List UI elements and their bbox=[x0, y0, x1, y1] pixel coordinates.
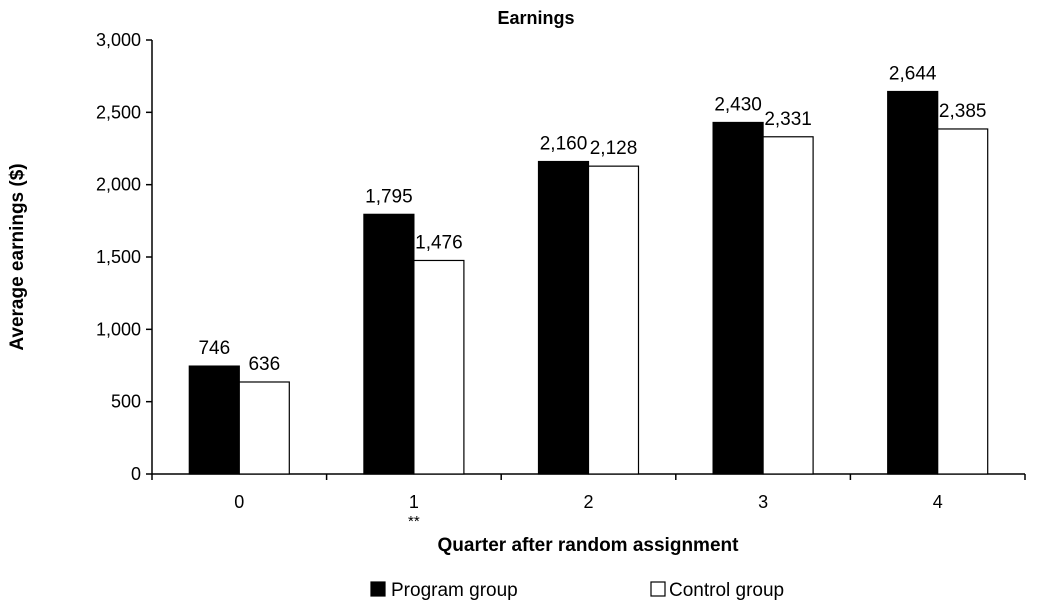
legend: Program group Control group bbox=[370, 580, 784, 601]
program-group-bar bbox=[363, 213, 415, 475]
x-tick-label: 1 bbox=[409, 492, 419, 512]
y-tick-label: 2,500 bbox=[96, 102, 141, 122]
x-axis-label: Quarter after random assignment bbox=[438, 535, 740, 556]
plot-area: 0 500 1,000 1,500 2,000 2,500 3,000 0 746 636 1 1,7… bbox=[96, 30, 1026, 530]
control-group-bar bbox=[937, 128, 989, 475]
program-group-value-label: 1,795 bbox=[365, 186, 413, 207]
significance-marker: ** bbox=[408, 513, 420, 530]
program-group-bar bbox=[537, 160, 590, 475]
control-group-bar bbox=[762, 136, 814, 475]
y-tick-label: 3,000 bbox=[96, 30, 141, 50]
control-group-bar bbox=[413, 259, 465, 475]
program-group-bar bbox=[712, 121, 764, 475]
x-tick-label: 0 bbox=[234, 492, 244, 512]
program-group-bar bbox=[188, 365, 240, 475]
x-tick-label: 3 bbox=[758, 492, 768, 512]
control-group-value-label: 2,385 bbox=[939, 101, 987, 122]
control-group-value-label: 2,128 bbox=[590, 138, 638, 159]
program-group-value-label: 746 bbox=[198, 338, 230, 359]
control-group-bar bbox=[587, 165, 640, 475]
legend-swatch-program bbox=[370, 581, 386, 597]
control-group-value-label: 2,331 bbox=[764, 109, 812, 130]
y-tick-label: 2,000 bbox=[96, 175, 141, 195]
program-group-value-label: 2,160 bbox=[540, 134, 588, 155]
control-group-value-label: 1,476 bbox=[415, 232, 463, 253]
control-group-value-label: 636 bbox=[248, 354, 280, 375]
y-axis-label: Average earnings ($) bbox=[7, 163, 28, 350]
program-group-value-label: 2,644 bbox=[889, 64, 937, 85]
x-tick-label: 4 bbox=[933, 492, 943, 512]
program-group-value-label: 2,430 bbox=[714, 94, 762, 115]
y-tick-label: 0 bbox=[131, 464, 141, 484]
control-group-bar bbox=[238, 381, 290, 475]
y-tick-label: 1,000 bbox=[96, 319, 141, 339]
x-tick-label: 2 bbox=[583, 492, 593, 512]
y-tick-label: 500 bbox=[111, 392, 141, 412]
y-tick-label: 1,500 bbox=[96, 247, 141, 267]
chart-title: Earnings bbox=[497, 8, 574, 28]
legend-label-program: Program group bbox=[391, 580, 518, 601]
legend-label-control: Control group bbox=[669, 580, 784, 601]
legend-swatch-control bbox=[650, 581, 666, 597]
program-group-bar bbox=[887, 90, 939, 475]
